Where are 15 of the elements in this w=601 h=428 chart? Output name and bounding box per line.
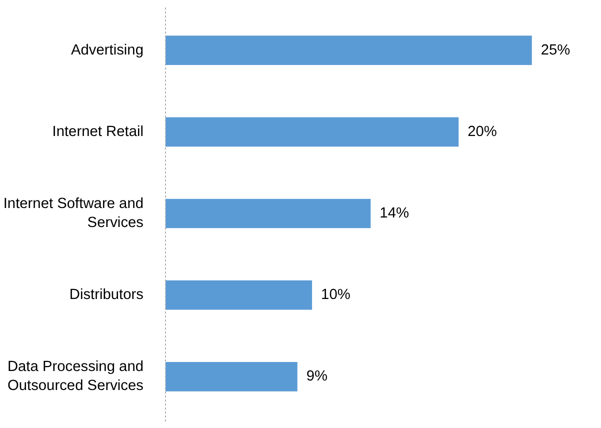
y-tick-label: Distributors	[69, 287, 144, 304]
data-label: 20%	[468, 124, 497, 140]
data-label: 9%	[306, 368, 328, 385]
data-label: 25%	[540, 42, 570, 58]
bar	[166, 117, 459, 147]
y-tick-label: Internet Software and Services	[3, 196, 144, 232]
y-tick-label: Advertising	[71, 42, 144, 58]
y-tick-label: Data Processing and Outsourced Services	[7, 359, 144, 394]
bar	[166, 198, 371, 228]
y-tick-label: Internet Retail	[52, 124, 144, 140]
bar	[166, 280, 312, 310]
data-label: 10%	[321, 287, 350, 304]
bar	[166, 362, 298, 392]
data-label: 14%	[380, 206, 410, 222]
bar	[166, 36, 532, 66]
